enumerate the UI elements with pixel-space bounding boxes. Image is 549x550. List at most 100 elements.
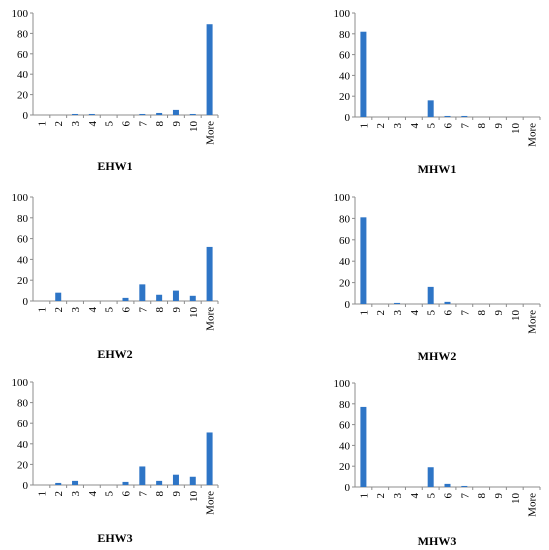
x-tick-label: 4	[87, 307, 99, 313]
bar-2	[55, 292, 62, 301]
y-tick-label: 60	[339, 50, 351, 62]
x-tick-label: 8	[154, 121, 166, 127]
y-tick-label: 100	[334, 378, 351, 390]
bar-7	[139, 466, 146, 485]
x-tick-label: 5	[104, 121, 116, 127]
y-tick-label: 40	[17, 69, 29, 81]
x-tick-label: 5	[426, 493, 438, 499]
bar-9	[172, 290, 179, 301]
bar-9	[172, 109, 179, 115]
chart-title: EHW3	[97, 531, 132, 545]
y-tick-label: 40	[339, 256, 351, 268]
y-tick-label: 0	[345, 482, 351, 494]
x-tick-label: 4	[87, 491, 99, 497]
y-tick-label: 40	[17, 439, 29, 451]
y-tick-label: 60	[17, 49, 29, 61]
x-tick-label: 1	[358, 310, 370, 316]
chart-3: 0 20 40 60 80 100 1 2 3 4 5 6 7 8 9 10 More EHW2	[12, 192, 219, 361]
bar-7	[139, 113, 146, 115]
bar-8	[156, 294, 163, 301]
y-tick-label: 80	[17, 213, 29, 225]
bar-10	[189, 113, 196, 115]
x-tick-label: 5	[426, 123, 438, 129]
x-tick-label: 2	[53, 491, 65, 497]
x-tick-label: 10	[510, 123, 522, 135]
x-tick-label: More	[205, 121, 217, 145]
y-tick-label: 20	[339, 461, 351, 473]
x-tick-label: 4	[409, 493, 421, 499]
chart-title: MHW2	[418, 349, 457, 363]
x-tick-label: 3	[70, 307, 82, 313]
chart-title: EHW1	[97, 159, 132, 173]
bar-5	[427, 286, 434, 304]
y-tick-label: 0	[23, 110, 29, 122]
bar-7	[139, 284, 146, 301]
bar-2	[55, 482, 62, 485]
bar-9	[172, 474, 179, 485]
x-tick-label: 6	[121, 121, 133, 127]
y-tick-label: 80	[339, 29, 351, 41]
x-tick-label: 6	[121, 307, 133, 313]
y-tick-label: 20	[17, 275, 29, 287]
y-tick-label: 80	[17, 398, 29, 410]
bar-6	[444, 115, 451, 117]
x-tick-label: 9	[493, 123, 505, 129]
bar-1	[360, 217, 367, 304]
x-tick-label: 9	[493, 310, 505, 316]
y-tick-label: 80	[339, 399, 351, 411]
bar-4	[88, 113, 95, 115]
bar-7	[461, 485, 468, 487]
y-tick-label: 100	[12, 8, 29, 20]
x-tick-label: 3	[70, 491, 82, 497]
bar-10	[189, 476, 196, 485]
bar-1	[360, 31, 367, 117]
x-tick-label: 3	[392, 310, 404, 316]
bar-3	[72, 113, 79, 115]
x-tick-label: 1	[358, 493, 370, 499]
chart-title: MHW1	[418, 162, 457, 176]
x-tick-label: 10	[188, 491, 200, 503]
x-tick-label: More	[527, 310, 539, 334]
y-tick-label: 40	[17, 254, 29, 266]
y-tick-label: 60	[339, 235, 351, 247]
chart-5: 0 20 40 60 80 100 1 2 3 4 5 6 7 8 9 10 More EHW3	[12, 377, 219, 545]
y-tick-label: 60	[17, 234, 29, 246]
bar-10	[189, 295, 196, 301]
x-tick-label: 3	[392, 123, 404, 129]
x-tick-label: 6	[121, 491, 133, 497]
chart-title: EHW2	[97, 347, 132, 361]
x-tick-label: 8	[476, 493, 488, 499]
bar-8	[156, 112, 163, 115]
x-tick-label: 9	[171, 491, 183, 497]
x-tick-label: 6	[443, 493, 455, 499]
y-tick-label: 0	[345, 112, 351, 124]
x-tick-label: More	[205, 307, 217, 331]
bar-6	[444, 483, 451, 487]
x-tick-label: 8	[154, 491, 166, 497]
chart-6: 0 20 40 60 80 100 1 2 3 4 5 6 7 8 9 10 More MHW3	[334, 378, 541, 548]
y-tick-label: 40	[339, 440, 351, 452]
bar-6	[444, 301, 451, 304]
x-tick-label: 4	[409, 310, 421, 316]
bar-1	[360, 406, 367, 487]
x-tick-label: 7	[137, 121, 149, 127]
x-tick-label: 1	[36, 121, 48, 127]
y-tick-label: 0	[23, 480, 29, 492]
x-tick-label: 8	[154, 307, 166, 313]
y-tick-label: 0	[345, 299, 351, 311]
x-tick-label: 6	[443, 310, 455, 316]
x-tick-label: 9	[493, 493, 505, 499]
bar-6	[122, 481, 129, 485]
y-tick-label: 60	[17, 418, 29, 430]
x-tick-label: 10	[188, 307, 200, 319]
chart-2: 0 20 40 60 80 100 1 2 3 4 5 6 7 8 9 10 More MHW1	[334, 8, 541, 176]
x-tick-label: More	[205, 491, 217, 515]
bar-more	[206, 246, 213, 301]
y-tick-label: 100	[334, 8, 351, 20]
bar-5	[427, 467, 434, 487]
bar-more	[206, 24, 213, 115]
x-tick-label: 1	[36, 491, 48, 497]
x-tick-label: 2	[53, 121, 65, 127]
x-tick-label: 4	[409, 123, 421, 129]
bar-5	[427, 100, 434, 117]
